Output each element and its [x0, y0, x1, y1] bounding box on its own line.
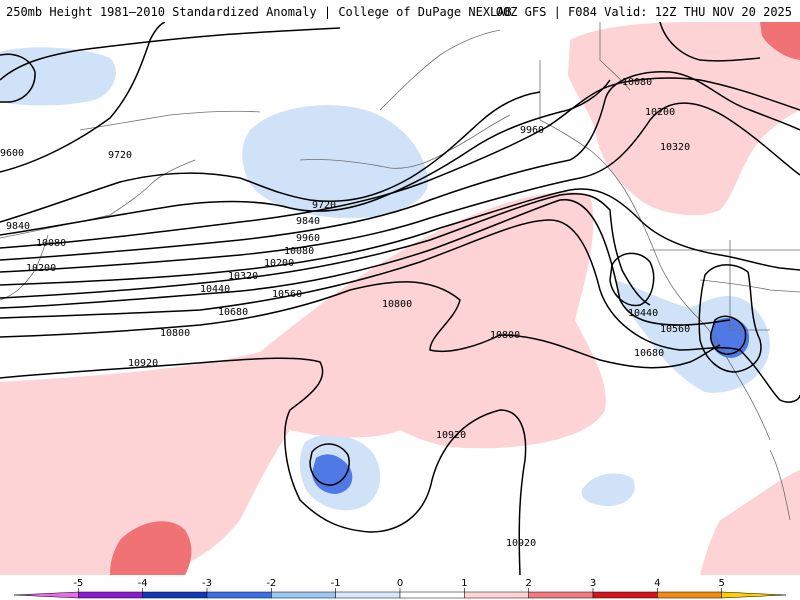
legend-swatch: [13, 591, 79, 599]
legend-swatch: [142, 591, 208, 599]
color-legend: -5 -4 -3 -2 -1 0 1 2 3 4 5: [0, 575, 800, 600]
label-10920-west: 10920: [128, 358, 158, 369]
label-10440-mid: 10440: [200, 284, 230, 295]
contour-upper-ridge: [0, 27, 341, 81]
map-panel: 9600 9720 9720 9840 9840 9960 9960 10080…: [0, 22, 800, 575]
legend-tick-label: -2: [266, 578, 276, 589]
legend-tick-label: 5: [718, 578, 724, 589]
legend-tick-label: -4: [138, 578, 148, 589]
contour-10680: [0, 219, 800, 403]
contour-9840: [0, 79, 611, 236]
contour-10200: [0, 102, 800, 273]
label-9840-west: 9840: [6, 221, 30, 232]
legend-swatch: [464, 591, 529, 599]
contour-9720: [0, 91, 541, 223]
contour-closed-nw: [0, 53, 36, 103]
neg-anomaly-bering: [242, 105, 429, 219]
label-10560-east: 10560: [660, 324, 690, 335]
legend-swatch: [206, 591, 272, 599]
contour-cutoff-inner: [710, 315, 747, 355]
contour-10440: [0, 193, 651, 306]
model-run-info: 00Z GFS | F084 Valid: 12Z THU NOV 20 202…: [495, 5, 792, 19]
contour-10800: [0, 281, 721, 369]
label-10080-canada: 10080: [622, 77, 652, 88]
pos-anomaly-south-pacific: [110, 521, 192, 575]
legend-ticks: -5 -4 -3 -2 -1 0 1 2 3 4 5: [73, 578, 725, 592]
label-9840-east: 9840: [296, 216, 320, 227]
label-10440-offshore: 10440: [628, 308, 658, 319]
label-9720-west: 9720: [108, 150, 132, 161]
contour-labels: 9600 9720 9720 9840 9840 9960 9960 10080…: [0, 77, 690, 549]
label-10080-west: 10080: [36, 238, 66, 249]
legend-swatch: [399, 591, 465, 599]
contour-upper-right: [659, 22, 761, 62]
label-10680-mid: 10680: [218, 307, 248, 318]
legend-swatch: [528, 591, 594, 599]
geography-lines: [0, 22, 800, 521]
contour-10560: [0, 199, 731, 326]
contour-pacific-low-inner: [309, 443, 350, 486]
label-10800-east: 10800: [490, 330, 520, 341]
label-10920-south: 10920: [506, 538, 536, 549]
contour-10080: [0, 71, 800, 261]
label-10800-west: 10800: [160, 328, 190, 339]
map-title: 250mb Height 1981–2010 Standardized Anom…: [6, 5, 512, 19]
contour-10920-pacific-upper: [0, 357, 527, 575]
legend-tick-label: 4: [654, 578, 660, 589]
label-10320-canada: 10320: [660, 142, 690, 153]
label-9600: 9600: [0, 148, 24, 159]
label-10200-mid: 10200: [264, 258, 294, 269]
label-9960-north: 9960: [520, 125, 544, 136]
legend-swatch: [271, 591, 336, 599]
legend-swatch: [657, 591, 722, 599]
contour-10320: [0, 188, 800, 286]
legend-colorbar: [13, 591, 787, 599]
legend-tick-label: 2: [525, 578, 531, 589]
legend-swatch: [335, 591, 401, 599]
legend-tick-label: -1: [331, 578, 341, 589]
pos-anomaly-gulf: [700, 470, 800, 575]
label-10680-east: 10680: [634, 348, 664, 359]
anomaly-shading: [0, 22, 800, 575]
legend-tick-label: 0: [397, 578, 403, 589]
label-10320-mid: 10320: [228, 271, 258, 282]
label-10560-mid: 10560: [272, 289, 302, 300]
legend-swatch: [592, 591, 658, 599]
contour-10440-closed-offshore: [609, 252, 655, 307]
legend-tick-label: 1: [461, 578, 467, 589]
label-10200-west: 10200: [26, 263, 56, 274]
contour-cutoff-outer: [698, 264, 762, 373]
pos-anomaly-central-pacific-band: [0, 191, 606, 575]
neg-anomaly-east-pacific: [581, 473, 635, 506]
legend-tick-label: 3: [590, 578, 596, 589]
label-10080-mid: 10080: [284, 246, 314, 257]
label-9720-east: 9720: [312, 200, 336, 211]
legend-swatch: [78, 591, 143, 599]
label-10920-mid: 10920: [436, 430, 466, 441]
pos-anomaly-hudson: [760, 22, 800, 60]
map-header: 250mb Height 1981–2010 Standardized Anom…: [0, 0, 800, 22]
legend-swatch: [721, 591, 787, 599]
contour-9960: [0, 77, 800, 249]
legend-tick-label: -3: [202, 578, 212, 589]
contour-9600: [0, 22, 166, 173]
label-10800-north: 10800: [382, 299, 412, 310]
label-9960-south: 9960: [296, 233, 320, 244]
label-10200-canada: 10200: [645, 107, 675, 118]
pos-anomaly-western-canada: [568, 22, 800, 216]
legend-tick-label: -5: [73, 578, 83, 589]
height-contours: [0, 22, 800, 575]
